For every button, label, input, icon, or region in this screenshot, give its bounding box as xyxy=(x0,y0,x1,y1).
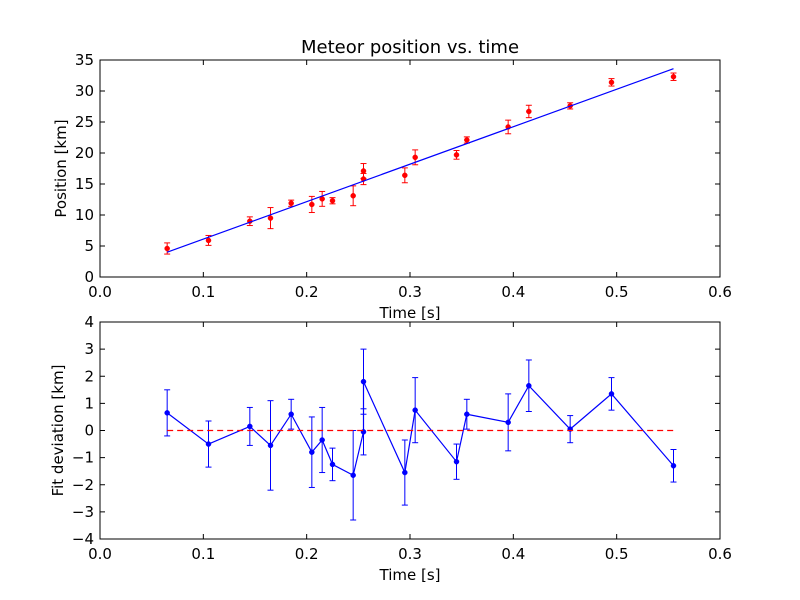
data-point xyxy=(309,449,315,455)
x-tick-label: 0.5 xyxy=(605,283,629,301)
position-plot: Meteor position vs. time Time [s] Positi… xyxy=(52,37,732,322)
data-point xyxy=(464,137,470,143)
x-tick-label: 0.1 xyxy=(191,545,215,563)
data-point xyxy=(670,73,677,80)
data-point xyxy=(453,458,460,465)
y-tick-label: 35 xyxy=(75,51,94,69)
data-point xyxy=(164,410,170,416)
data-marks xyxy=(164,348,677,521)
x-tick-label: 0.2 xyxy=(295,545,319,563)
data-point xyxy=(360,168,367,174)
data-point xyxy=(205,237,212,244)
data-point xyxy=(319,437,325,443)
y-tick-label: 3 xyxy=(84,340,94,358)
y-tick-label: 30 xyxy=(75,82,94,100)
axes-ticks: 0.0 0.1 0.2 0.3 0.4 0.5 0.6 −4 −3 −2 −1 0 1 2 3 4 xyxy=(72,313,732,563)
y-tick-label: −1 xyxy=(72,449,94,467)
data-point xyxy=(412,407,418,413)
data-point xyxy=(608,79,615,86)
y-tick-label: 1 xyxy=(84,394,94,412)
data-point xyxy=(464,411,470,417)
data-point xyxy=(205,441,212,447)
data-point xyxy=(329,461,336,468)
x-tick-label: 0.2 xyxy=(295,283,319,301)
y-tick-label: 4 xyxy=(84,313,94,331)
data-point xyxy=(402,469,408,476)
data-point xyxy=(360,378,367,385)
y-tick-label: −4 xyxy=(72,530,94,548)
x-tick-label: 0.6 xyxy=(708,545,732,563)
data-point xyxy=(288,200,294,206)
y-tick-label: 25 xyxy=(75,113,94,131)
data-point xyxy=(402,172,408,179)
data-point xyxy=(350,193,356,199)
data-point xyxy=(670,463,677,469)
x-tick-label: 0.3 xyxy=(398,545,422,563)
data-point xyxy=(329,197,336,204)
data-point xyxy=(453,152,460,158)
data-point xyxy=(267,442,274,449)
x-tick-label: 0.0 xyxy=(88,283,112,301)
data-point xyxy=(247,423,253,430)
x-tick-label: 0.6 xyxy=(708,283,732,301)
y-tick-label: 2 xyxy=(84,367,94,385)
data-point xyxy=(526,108,532,115)
data-point xyxy=(505,419,511,426)
data-point xyxy=(288,411,294,417)
axes-ticks: 0.0 0.1 0.2 0.3 0.4 0.5 0.6 0 5 10 15 20 25 30 35 xyxy=(75,51,732,301)
y-tick-label: 15 xyxy=(75,175,94,193)
data-point xyxy=(526,382,532,389)
x-axis-label: Time [s] xyxy=(379,304,441,322)
fit-line xyxy=(166,68,674,253)
y-tick-label: 0 xyxy=(84,268,94,286)
chart-title: Meteor position vs. time xyxy=(301,37,519,58)
y-tick-label: 5 xyxy=(84,237,94,255)
y-tick-label: 20 xyxy=(75,144,94,162)
y-tick-label: 10 xyxy=(75,206,94,224)
x-axis-label: Time [s] xyxy=(379,566,441,584)
x-tick-label: 0.3 xyxy=(398,283,422,301)
data-point xyxy=(267,215,274,221)
x-tick-label: 0.1 xyxy=(191,283,215,301)
axes-frame xyxy=(99,321,721,540)
x-tick-label: 0.4 xyxy=(501,545,525,563)
data-point xyxy=(309,201,315,208)
data-point xyxy=(350,472,356,479)
deviation-plot: Time [s] Fit deviation [km] 0.0 0.1 0.2 0.3… xyxy=(49,313,732,584)
data-point xyxy=(412,154,418,161)
y-tick-label: −2 xyxy=(72,476,94,494)
y-axis-label: Position [km] xyxy=(52,119,70,217)
x-tick-label: 0.0 xyxy=(88,545,112,563)
data-point xyxy=(608,391,615,397)
x-tick-label: 0.5 xyxy=(605,545,629,563)
data-marks xyxy=(164,68,677,255)
y-tick-label: −3 xyxy=(72,503,94,521)
axes-frame xyxy=(99,59,721,278)
y-axis-label: Fit deviation [km] xyxy=(49,365,67,497)
data-point xyxy=(164,245,170,252)
x-tick-label: 0.4 xyxy=(501,283,525,301)
y-tick-label: 0 xyxy=(84,422,94,440)
